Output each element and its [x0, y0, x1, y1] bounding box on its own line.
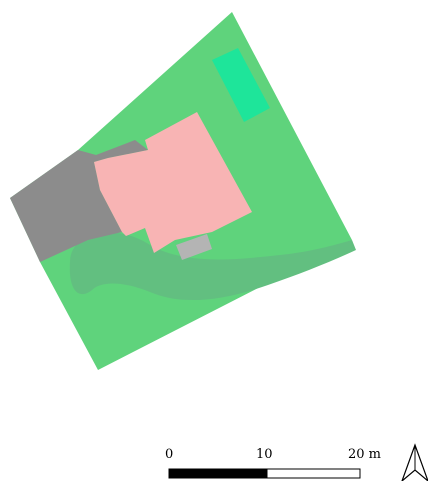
scale-label-10: 10: [256, 447, 273, 462]
scale-label-20m: 20 m: [348, 447, 381, 462]
scale-bar: 0 10 20 m: [165, 447, 381, 479]
scale-label-0: 0: [165, 447, 173, 462]
lawn-path-band: [69, 232, 356, 301]
scale-bar-segment-10-20: [266, 468, 361, 479]
small-structure: [176, 234, 212, 260]
scale-bar-segment-0-10: [168, 468, 268, 479]
bright-green-patch: [212, 48, 270, 122]
building-footprint: [94, 112, 252, 253]
north-arrow-icon: [401, 443, 428, 481]
paved-area: [10, 140, 148, 262]
